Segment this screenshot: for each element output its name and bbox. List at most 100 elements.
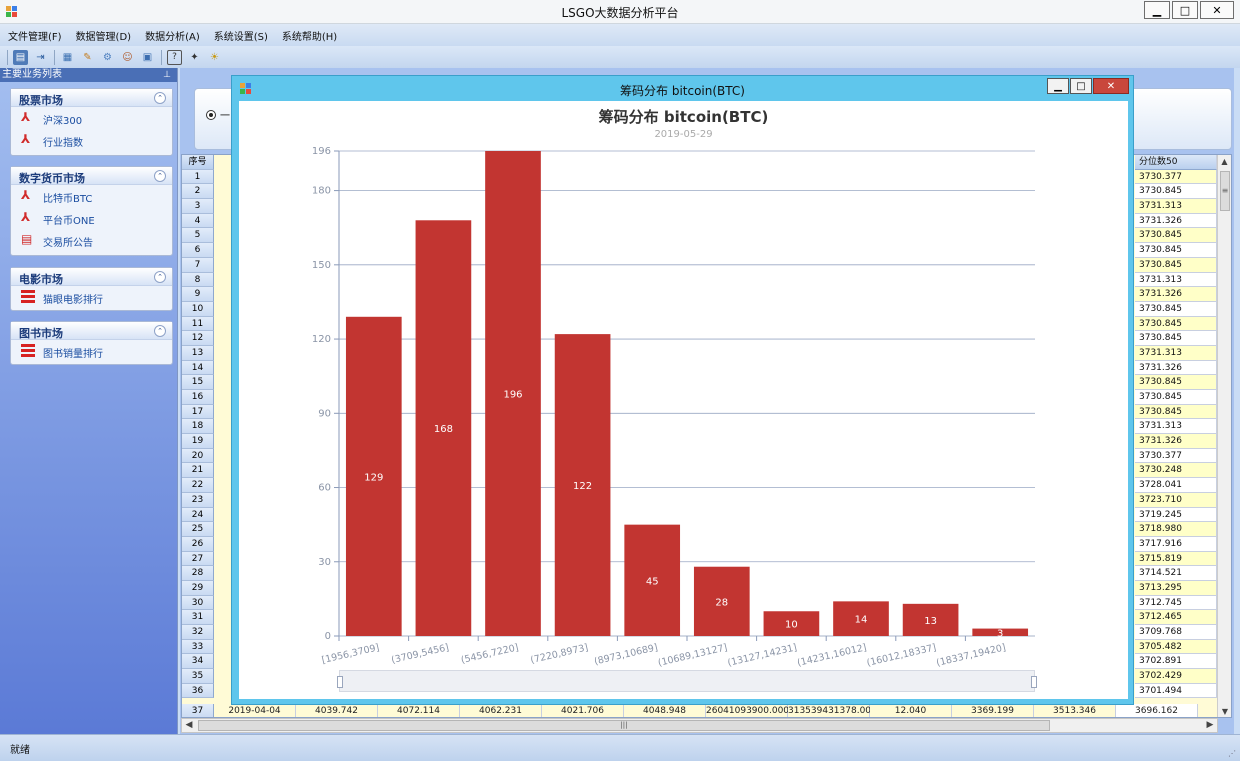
- collapse-icon[interactable]: ⌃: [154, 170, 166, 182]
- row-number[interactable]: 32: [182, 625, 214, 640]
- row-number[interactable]: 18: [182, 419, 214, 435]
- quantile-cell[interactable]: 3730.845: [1135, 390, 1217, 405]
- quantile-cell[interactable]: 3714.521: [1135, 566, 1217, 581]
- quantile-cell[interactable]: 3730.845: [1135, 316, 1217, 332]
- row-number[interactable]: 28: [182, 566, 214, 581]
- row-number[interactable]: 7: [182, 257, 214, 273]
- collapse-icon[interactable]: ⌃: [154, 92, 166, 104]
- row-number[interactable]: 23: [182, 492, 214, 508]
- menu-help[interactable]: 系统帮助(H): [281, 31, 338, 43]
- menu-analysis[interactable]: 数据分析(A): [145, 31, 200, 43]
- row-number[interactable]: 35: [182, 669, 214, 684]
- nav-item-maoyan-ranking[interactable]: 猫眼电影排行: [11, 286, 172, 308]
- table-cell[interactable]: 4021.706: [542, 704, 624, 717]
- quantile-cell[interactable]: 3717.916: [1135, 536, 1217, 552]
- quantile-cell[interactable]: 3712.465: [1135, 610, 1217, 625]
- scroll-thumb[interactable]: ≡: [1220, 171, 1230, 211]
- option-radio[interactable]: [206, 110, 216, 120]
- menu-data[interactable]: 数据管理(D): [75, 31, 132, 43]
- table-cell[interactable]: 26041093900.000: [706, 704, 790, 717]
- zoom-handle-left[interactable]: [337, 676, 343, 688]
- group-header[interactable]: 数字货币市场 ⌃: [11, 167, 172, 185]
- row-number[interactable]: 10: [182, 301, 214, 317]
- row-number[interactable]: 21: [182, 463, 214, 479]
- row-number[interactable]: 6: [182, 243, 214, 258]
- horizontal-scrollbar[interactable]: ◀ ||| ▶: [181, 718, 1218, 733]
- row-number[interactable]: 13: [182, 345, 214, 361]
- resize-grip-icon[interactable]: ⋰: [1228, 749, 1236, 758]
- row-number[interactable]: 12: [182, 331, 214, 346]
- table-cell[interactable]: 4062.231: [460, 704, 542, 717]
- quantile-cell[interactable]: 3731.326: [1135, 360, 1217, 376]
- vertical-scrollbar[interactable]: ▲ ≡ ▼: [1217, 155, 1231, 717]
- quantile-cell[interactable]: 3713.295: [1135, 580, 1217, 596]
- menu-file[interactable]: 文件管理(F): [8, 31, 62, 43]
- quantile-cell[interactable]: 3709.768: [1135, 625, 1217, 640]
- tools-icon[interactable]: ⚙: [103, 51, 112, 63]
- quantile-cell[interactable]: 3718.980: [1135, 522, 1217, 537]
- table-cell[interactable]: 2019-04-04: [214, 704, 296, 717]
- quantile-cell[interactable]: 3730.845: [1135, 404, 1217, 420]
- row-number[interactable]: 5: [182, 228, 214, 244]
- quantile-cell[interactable]: 3701.494: [1135, 683, 1217, 699]
- maximize-button[interactable]: □: [1172, 1, 1198, 19]
- quantile-cell[interactable]: 3702.429: [1135, 669, 1217, 684]
- row-number[interactable]: 33: [182, 639, 214, 655]
- nav-item-book-sales[interactable]: 图书销量排行: [11, 340, 172, 362]
- row-number[interactable]: 27: [182, 551, 214, 567]
- about-icon[interactable]: ✦: [190, 51, 199, 63]
- collapse-icon[interactable]: ⌃: [154, 325, 166, 337]
- quantile-cell[interactable]: 3730.845: [1135, 331, 1217, 346]
- quantile-cell[interactable]: 3730.377: [1135, 448, 1217, 464]
- window-icon[interactable]: ▣: [142, 51, 153, 63]
- row-number[interactable]: 3: [182, 199, 214, 214]
- quantile-cell[interactable]: 3696.162: [1116, 704, 1198, 717]
- quantile-cell[interactable]: 3731.313: [1135, 419, 1217, 435]
- scroll-left-icon[interactable]: ◀: [185, 720, 193, 730]
- quantile-cell[interactable]: 3728.041: [1135, 478, 1217, 493]
- pin-icon[interactable]: ⊥: [163, 70, 171, 80]
- tips-icon[interactable]: ☀: [210, 51, 219, 63]
- table-cell[interactable]: 4039.742: [296, 704, 378, 717]
- quantile-cell[interactable]: 3731.313: [1135, 345, 1217, 361]
- row-number[interactable]: 1: [182, 169, 214, 185]
- row-number[interactable]: 19: [182, 434, 214, 449]
- table-cell[interactable]: 12.040: [870, 704, 952, 717]
- dialog-minimize-button[interactable]: ▁: [1047, 78, 1069, 94]
- quantile-cell[interactable]: 3730.377: [1135, 169, 1217, 185]
- import-icon[interactable]: ⇥: [36, 51, 45, 63]
- quantile-cell[interactable]: 3731.326: [1135, 213, 1217, 229]
- row-number[interactable]: 17: [182, 404, 214, 420]
- row-number[interactable]: 30: [182, 595, 214, 611]
- quantile-cell[interactable]: 3730.845: [1135, 243, 1217, 258]
- data-zoom-slider[interactable]: [337, 670, 1037, 692]
- horizontal-scroll-thumb[interactable]: |||: [198, 720, 1050, 731]
- table-cell[interactable]: 313539431378.000: [788, 704, 877, 717]
- users-icon[interactable]: ☺: [122, 51, 133, 63]
- row-number[interactable]: 36: [182, 683, 214, 699]
- row-number[interactable]: 31: [182, 610, 214, 625]
- nav-item-hs300[interactable]: ⅄ 沪深300: [11, 107, 172, 129]
- row-number[interactable]: 15: [182, 375, 214, 390]
- row-number[interactable]: 20: [182, 448, 214, 464]
- dialog-maximize-button[interactable]: □: [1070, 78, 1092, 94]
- quantile-header[interactable]: 分位数50: [1135, 155, 1217, 170]
- table-cell[interactable]: 4048.948: [624, 704, 706, 717]
- table-row[interactable]: 37 2019-04-04 4039.742 4072.114 4062.231 4021…: [182, 704, 1219, 717]
- menu-settings[interactable]: 系统设置(S): [213, 31, 268, 43]
- nav-item-industry-index[interactable]: ⅄ 行业指数: [11, 129, 172, 151]
- scroll-up-icon[interactable]: ▲: [1221, 157, 1228, 166]
- row-number[interactable]: 34: [182, 654, 214, 670]
- help-icon[interactable]: ?: [167, 49, 182, 65]
- collapse-icon[interactable]: ⌃: [154, 271, 166, 283]
- table-cell[interactable]: 4072.114: [378, 704, 460, 717]
- quantile-cell[interactable]: 3731.313: [1135, 272, 1217, 288]
- row-number[interactable]: 11: [182, 316, 214, 332]
- quantile-cell[interactable]: 3730.248: [1135, 463, 1217, 479]
- dialog-close-button[interactable]: ✕: [1093, 78, 1129, 94]
- row-number[interactable]: 16: [182, 390, 214, 405]
- row-number[interactable]: 37: [182, 704, 214, 717]
- row-number[interactable]: 25: [182, 522, 214, 537]
- row-number[interactable]: 8: [182, 272, 214, 288]
- nav-item-exchange-notice[interactable]: ▤ 交易所公告: [11, 229, 172, 251]
